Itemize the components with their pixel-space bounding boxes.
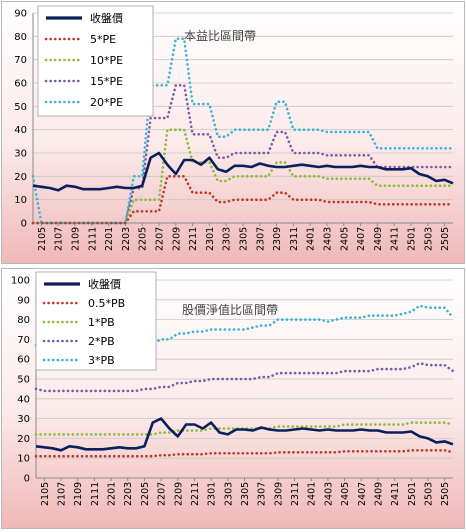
pe-x-tick-label: 2403: [323, 227, 334, 251]
pe-x-tick-label: 2505: [440, 227, 451, 251]
pe-x-tick-label: 2107: [54, 227, 65, 251]
pb-legend-label: 3*PB: [88, 354, 115, 367]
pb-x-tick-label: 2409: [373, 482, 384, 506]
pb-x-tick-label: 2111: [90, 482, 101, 506]
pb-series-line-3: [34, 421, 455, 436]
pb-legend-label: 0.5*PB: [88, 297, 125, 310]
pe-chart-title: 本益比區間帶: [184, 29, 256, 43]
pb-x-tick-label: 2405: [340, 482, 351, 506]
pb-x-tick-label: 2401: [307, 482, 318, 506]
pe-x-tick-label: 2205: [138, 227, 149, 251]
pb-x-tick-label: 2203: [123, 482, 134, 506]
pe-y-tick-label: 30: [14, 149, 27, 160]
pb-legend-label: 收盤價: [88, 277, 121, 291]
pb-x-tick-label: 2407: [357, 482, 368, 506]
pb-x-tick-label: 2503: [423, 482, 434, 506]
pb-series-line-2: [34, 449, 455, 458]
pe-legend-label: 5*PE: [90, 33, 116, 46]
pb-x-tick-label: 2105: [40, 482, 51, 506]
pb-series-line-1: [35, 417, 454, 452]
pe-y-tick-label: 90: [14, 9, 27, 20]
pb-y-tick-label: 70: [17, 335, 30, 346]
pb-band-chart: 0 10 20 30 40 50 60 70 80 90 100 2105 2107 2109 2111 22…: [1, 268, 465, 529]
pb-x-tick-label: 2403: [323, 482, 334, 506]
pe-x-tick-label: 2405: [339, 227, 350, 251]
pe-y-tick-label: 50: [14, 102, 27, 113]
pe-y-tick-label: 80: [14, 32, 27, 43]
pe-x-tick-label: 2301: [205, 227, 216, 251]
pe-x-tick-label: 2407: [356, 227, 367, 251]
pe-legend-label: 收盤價: [90, 11, 123, 25]
pe-legend-label: 10*PE: [90, 54, 123, 67]
pb-legend: [35, 271, 157, 371]
pe-y-tick-label: 60: [14, 79, 27, 90]
pe-band-chart-svg: 0 10 20 30 40 50 60 70 80 90 2105 2107 2109 2111 2201 2…: [2, 2, 464, 263]
pe-x-tick-label: 2105: [37, 227, 48, 251]
pb-x-tick-label: 2209: [173, 482, 184, 506]
pe-x-tick-label: 2401: [306, 227, 317, 251]
pe-x-tick-label: 2409: [373, 227, 384, 251]
pe-x-tick-label: 2211: [188, 227, 199, 251]
pe-x-tick-label: 2311: [289, 227, 300, 251]
pb-series-line-4: [34, 361, 455, 393]
pb-x-tick-label: 2501: [407, 482, 418, 506]
pb-y-tick-label: 30: [17, 414, 30, 425]
pb-y-tick-label: 40: [17, 394, 30, 405]
pb-x-tick-label: 2305: [240, 482, 251, 506]
pb-x-tick-label: 2301: [207, 482, 218, 506]
pe-x-tick-label: 2307: [255, 227, 266, 251]
pe-y-tick-label: 10: [14, 195, 27, 206]
pb-y-tick-label: 50: [17, 375, 30, 386]
pe-x-tick-label: 2209: [171, 227, 182, 251]
pb-y-tick-label: 60: [17, 355, 30, 366]
pb-legend-label: 2*PB: [88, 335, 115, 348]
pb-y-tick-label: 0: [24, 474, 30, 485]
pe-x-tick-label: 2411: [390, 227, 401, 251]
pb-legend-label: 1*PB: [88, 316, 115, 329]
pb-x-tick-label: 2307: [257, 482, 268, 506]
pe-x-tick-label: 2203: [121, 227, 132, 251]
pe-x-tick-label: 2303: [222, 227, 233, 251]
pe-x-tick-label: 2501: [407, 227, 418, 251]
pe-x-tick-label: 2201: [104, 227, 115, 251]
pe-x-tick-label: 2305: [239, 227, 250, 251]
pe-y-tick-label: 20: [14, 172, 27, 183]
pb-x-tick-label: 2205: [140, 482, 151, 506]
pe-legend-label: 15*PE: [90, 75, 123, 88]
pb-y-tick-label: 90: [17, 295, 30, 306]
pe-series-line-1: [32, 151, 454, 192]
pe-legend-label: 20*PE: [90, 96, 123, 109]
pb-x-tick-label: 2201: [107, 482, 118, 506]
pe-y-tick-label: 0: [21, 219, 27, 230]
pb-y-tick-label: 100: [11, 276, 30, 287]
pe-x-tick-label: 2309: [272, 227, 283, 251]
pb-chart-title: 股價淨值比區間帶: [182, 302, 278, 317]
pb-y-tick-label: 20: [17, 434, 30, 445]
pb-x-tick-label: 2211: [190, 482, 201, 506]
pe-x-tick-label: 2111: [87, 227, 98, 251]
pe-y-tick-label: 40: [14, 125, 27, 136]
pe-x-tick-label: 2503: [423, 227, 434, 251]
pe-legend: [37, 5, 154, 117]
pb-x-tick-label: 2411: [390, 482, 401, 506]
pb-x-tick-label: 2303: [223, 482, 234, 506]
pb-x-tick-label: 2309: [273, 482, 284, 506]
pe-band-chart: 0 10 20 30 40 50 60 70 80 90 2105 2107 2109 2111 2201 2…: [1, 1, 465, 264]
pb-x-tick-label: 2311: [290, 482, 301, 506]
pe-y-tick-label: 70: [14, 55, 27, 66]
pb-x-tick-label: 2505: [440, 482, 451, 506]
pb-x-tick-label: 2107: [57, 482, 68, 506]
pe-x-tick-label: 2207: [155, 227, 166, 251]
pb-y-tick-label: 80: [17, 315, 30, 326]
pb-band-chart-svg: 0 10 20 30 40 50 60 70 80 90 100 2105 2107 2109 2111 22…: [2, 269, 464, 528]
pb-y-tick-label: 10: [17, 454, 30, 465]
pe-x-tick-label: 2109: [71, 227, 82, 251]
pb-x-tick-label: 2109: [73, 482, 84, 506]
pe-series-line-2: [31, 175, 455, 225]
pb-x-tick-label: 2207: [157, 482, 168, 506]
